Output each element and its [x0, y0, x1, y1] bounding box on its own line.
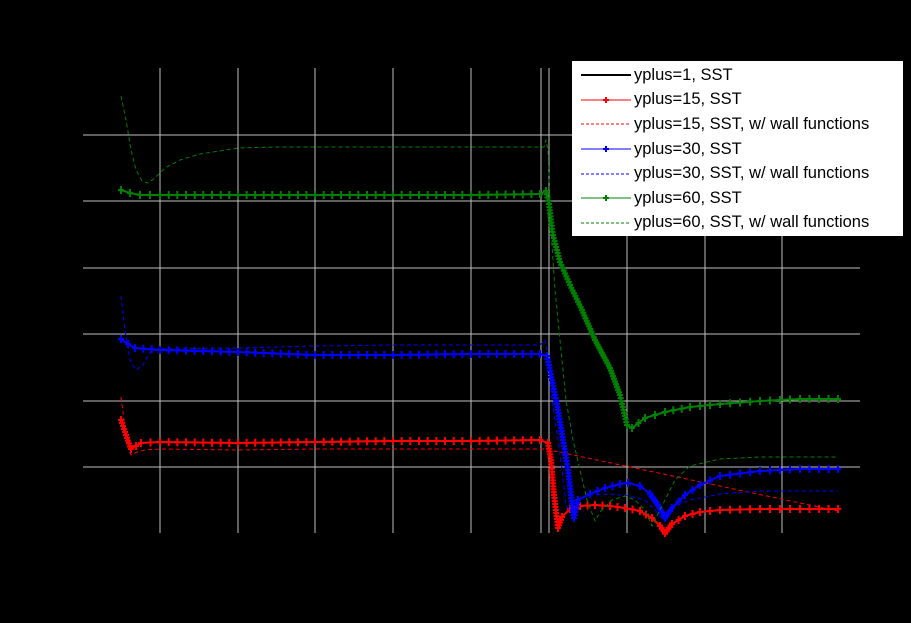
legend-swatch-icon [581, 195, 631, 202]
legend-item: yplus=30, SST, w/ wall functions [572, 161, 903, 186]
legend-label: yplus=60, SST [634, 188, 742, 207]
legend-item: yplus=60, SST, w/ wall functions [572, 211, 903, 236]
legend-swatch-icon [581, 96, 631, 103]
legend-label: yplus=30, SST, w/ wall functions [634, 164, 870, 183]
legend-item: yplus=60, SST [572, 186, 903, 211]
legend-label: yplus=60, SST, w/ wall functions [634, 213, 870, 232]
legend-label: yplus=15, SST [634, 90, 742, 109]
legend-item: yplus=15, SST, w/ wall functions [572, 112, 903, 137]
series-line [118, 335, 841, 522]
series-line [120, 295, 838, 521]
plus-marker-icon [118, 416, 841, 537]
legend-swatch-icon [581, 74, 631, 77]
legend-label: yplus=1, SST [634, 65, 733, 84]
legend-swatch-icon [581, 123, 631, 125]
plus-marker-icon [118, 186, 841, 432]
grid-lines [83, 68, 860, 533]
legend: yplus=1, SST yplus=15, SST yplus=15, SST… [572, 61, 903, 236]
series-layer [118, 95, 841, 537]
series-line [118, 186, 841, 432]
legend-item: yplus=1, SST [572, 63, 903, 88]
series-line [118, 416, 841, 537]
legend-item: yplus=15, SST [572, 88, 903, 113]
legend-label: yplus=15, SST, w/ wall functions [634, 114, 870, 133]
legend-swatch-icon [581, 173, 631, 175]
legend-item: yplus=30, SST [572, 137, 903, 162]
plus-marker-icon [118, 335, 841, 522]
series-line [120, 396, 839, 512]
series-line [120, 95, 838, 527]
legend-label: yplus=30, SST [634, 139, 742, 158]
legend-swatch-icon [581, 146, 631, 153]
legend-swatch-icon [581, 222, 631, 224]
